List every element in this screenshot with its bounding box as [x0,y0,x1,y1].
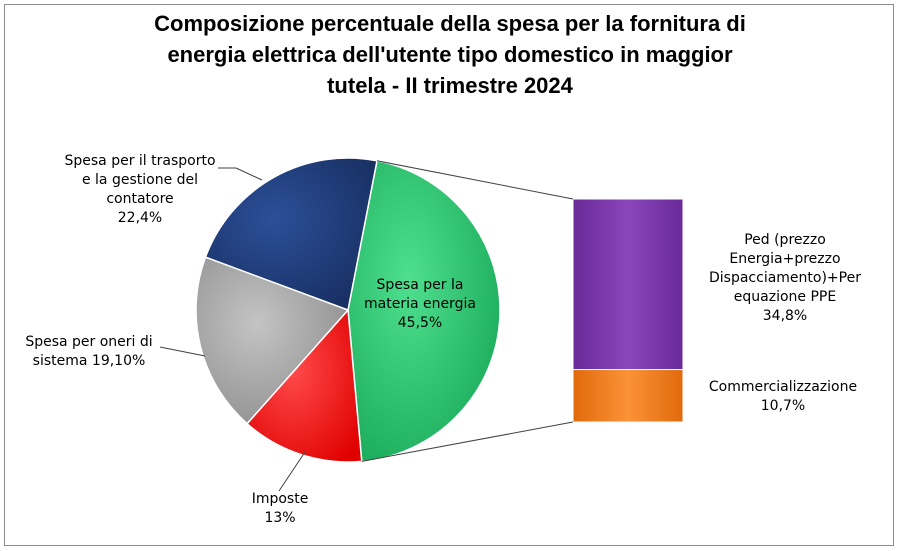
pie-slice-oneri [195,256,350,425]
bar-segment-ped [572,198,684,371]
pie-slice-imposte [246,308,363,463]
pie-slice-materia [347,159,501,463]
chart-title: Composizione percentuale della spesa per… [60,8,840,101]
label-trasporto-value: 22,4% [117,210,163,226]
label-materia-value: 45,5% [397,315,443,331]
pie-chart [195,157,501,463]
label-ped-line-1: Ped (prezzo [744,232,826,248]
label-oneri-line-1: Spesa per oneri di [25,334,153,350]
connector-line-top [376,160,574,200]
label-materia-line-2: materia energia [364,296,476,312]
chart-title-line-2: energia elettrica dell'utente tipo domes… [167,42,733,67]
label-trasporto-line-2: e la gestione del [81,172,199,188]
leader-lines [159,160,574,492]
bar-segment-comm [572,369,684,423]
stacked-bar [572,198,684,423]
leader-oneri [159,346,206,357]
label-oneri: Spesa per oneri di sistema 19,10% [14,333,164,371]
chart-title-line-3: tutela - II trimestre 2024 [327,73,573,98]
label-comm-line-1: Commercializzazione [708,379,858,395]
label-imposte: Imposte 13% [230,490,330,528]
label-imposte-value: 13% [264,510,296,526]
label-ped-line-3: Dispacciamento)+Per [709,270,861,286]
chart-title-line-1: Composizione percentuale della spesa per… [154,11,746,36]
label-materia-line-1: Spesa per la [376,277,464,293]
label-materia: Spesa per la materia energia 45,5% [345,276,495,333]
label-ped-line-2: Energia+prezzo [729,251,841,267]
label-trasporto-line-1: Spesa per il trasporto [64,153,216,169]
connector-line-bottom [361,421,574,462]
label-ped-line-4: equazione PPE [733,289,837,305]
leader-trasporto-d [235,167,263,181]
label-comm-value: 10,7% [760,398,806,414]
label-ped-value: 34,8% [762,308,808,324]
label-oneri-line-2: sistema 19,10% [32,353,146,369]
label-imposte-line-1: Imposte [251,491,309,507]
label-trasporto-line-3: contatore [106,191,174,207]
label-trasporto: Spesa per il trasporto e la gestione del… [40,152,240,228]
label-comm: Commercializzazione 10,7% [688,378,878,416]
label-ped: Ped (prezzo Energia+prezzo Dispacciament… [690,231,880,326]
leader-imposte [278,451,306,492]
pie-slice-trasporto [204,157,378,312]
